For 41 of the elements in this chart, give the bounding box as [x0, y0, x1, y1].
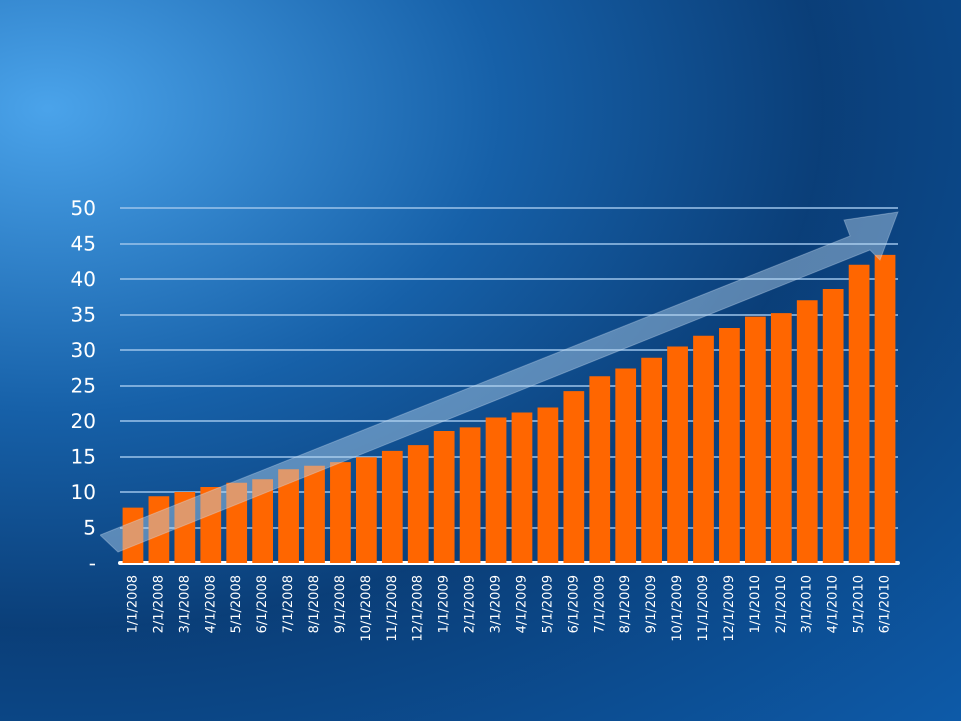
- x-tick-label: 3/1/2008: [177, 575, 192, 634]
- x-tick-label: 2/1/2010: [774, 575, 789, 634]
- x-tick-label: 11/1/2009: [696, 575, 711, 642]
- x-tick-label: 5/1/2009: [540, 575, 556, 634]
- y-tick-label: 35: [70, 302, 96, 326]
- x-tick-label: 8/1/2008: [307, 575, 322, 634]
- x-tick-label: 7/1/2008: [281, 575, 296, 634]
- x-tick-label: 2/1/2009: [462, 575, 478, 634]
- x-tick-label: 1/1/2008: [125, 575, 140, 634]
- x-tick-label: 10/1/2008: [358, 575, 374, 642]
- x-tick-label: 1/1/2009: [436, 575, 452, 634]
- x-tick-label: 6/1/2010: [878, 575, 893, 634]
- y-tick-label: 50: [70, 196, 96, 220]
- x-tick-label: 10/1/2009: [670, 575, 686, 642]
- x-tick-label: 5/1/2010: [852, 575, 867, 634]
- y-tick-label: -: [88, 551, 96, 575]
- x-tick-label: 4/1/2009: [514, 575, 530, 634]
- y-tick-label: 30: [70, 338, 96, 362]
- x-tick-label: 12/1/2009: [722, 575, 737, 642]
- x-tick-label: 11/1/2008: [384, 575, 400, 642]
- x-tick-label: 12/1/2008: [410, 575, 426, 642]
- x-tick-label: 3/1/2010: [800, 575, 815, 634]
- x-tick-label: 5/1/2008: [229, 575, 244, 634]
- y-tick-label: 25: [70, 374, 96, 398]
- x-tick-label: 8/1/2009: [618, 575, 634, 634]
- x-tick-label: 4/1/2008: [203, 575, 218, 634]
- y-tick-label: 15: [70, 444, 96, 468]
- x-tick-label: 9/1/2008: [332, 575, 348, 634]
- y-tick-label: 10: [70, 480, 96, 504]
- y-tick-label: 5: [83, 516, 96, 540]
- x-tick-label: 6/1/2008: [255, 575, 270, 634]
- x-tick-label: 7/1/2009: [592, 575, 608, 634]
- x-tick-label: 9/1/2009: [644, 575, 660, 634]
- y-tick-label: 45: [70, 232, 96, 256]
- y-tick-label: 20: [70, 409, 96, 433]
- x-tick-label: 1/1/2010: [748, 575, 763, 634]
- y-tick-label: 40: [70, 267, 96, 291]
- x-tick-label: 6/1/2009: [566, 575, 582, 634]
- x-tick-label: 2/1/2008: [151, 575, 166, 634]
- x-tick-label: 3/1/2009: [488, 575, 504, 634]
- x-tick-label: 4/1/2010: [826, 575, 841, 634]
